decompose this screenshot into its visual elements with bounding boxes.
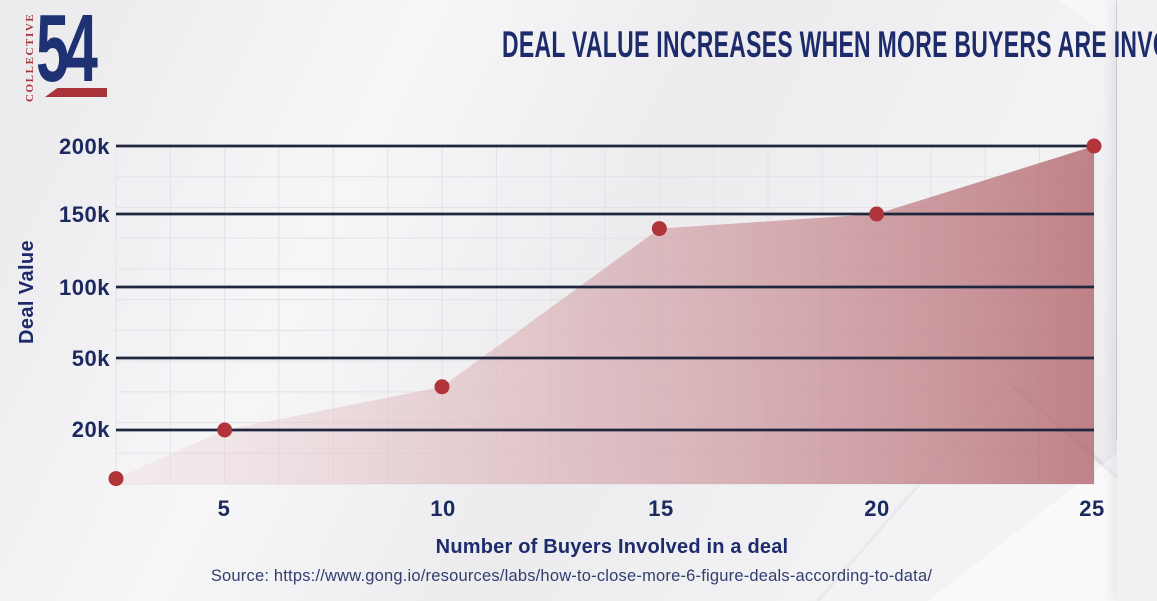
logo-wordmark: COLLECTIVE (24, 12, 36, 102)
x-tick-label-20: 20 (864, 496, 890, 521)
area-series (116, 146, 1094, 484)
data-point (217, 422, 233, 438)
data-point (1086, 138, 1102, 154)
data-point (108, 471, 124, 487)
collective54-logo: COLLECTIVE 54 (22, 1, 114, 102)
y-tick-label-200k: 200k (59, 134, 110, 159)
y-tick-label-150k: 150k (59, 202, 110, 227)
chart-title-text: DEAL VALUE INCREASES WHEN MORE BUYERS AR… (502, 24, 1157, 65)
data-point (434, 379, 450, 395)
data-point (651, 221, 667, 237)
x-tick-label-25: 25 (1079, 496, 1105, 521)
x-tick-label-15: 15 (648, 496, 674, 521)
source-text: Source: https://www.gong.io/resources/la… (210, 567, 933, 585)
chart-title: DEAL VALUE INCREASES WHEN MORE BUYERS AR… (248, 26, 1157, 63)
x-axis-title: Number of Buyers Involved in a deal (435, 536, 789, 558)
x-tick-label-10: 10 (430, 496, 456, 521)
background-right-panel (1117, 0, 1157, 601)
y-tick-label-50k: 50k (71, 346, 110, 371)
x-tick-label-5: 5 (217, 496, 231, 521)
logo-number-text: 54 (36, 0, 98, 102)
data-point (869, 206, 885, 222)
y-tick-label-20k: 20k (71, 417, 110, 442)
y-tick-label-100k: 100k (59, 275, 110, 300)
background-seam-line (1116, 0, 1117, 440)
logo-number: 54 (36, 1, 129, 97)
logo-underline-shape (45, 88, 107, 97)
